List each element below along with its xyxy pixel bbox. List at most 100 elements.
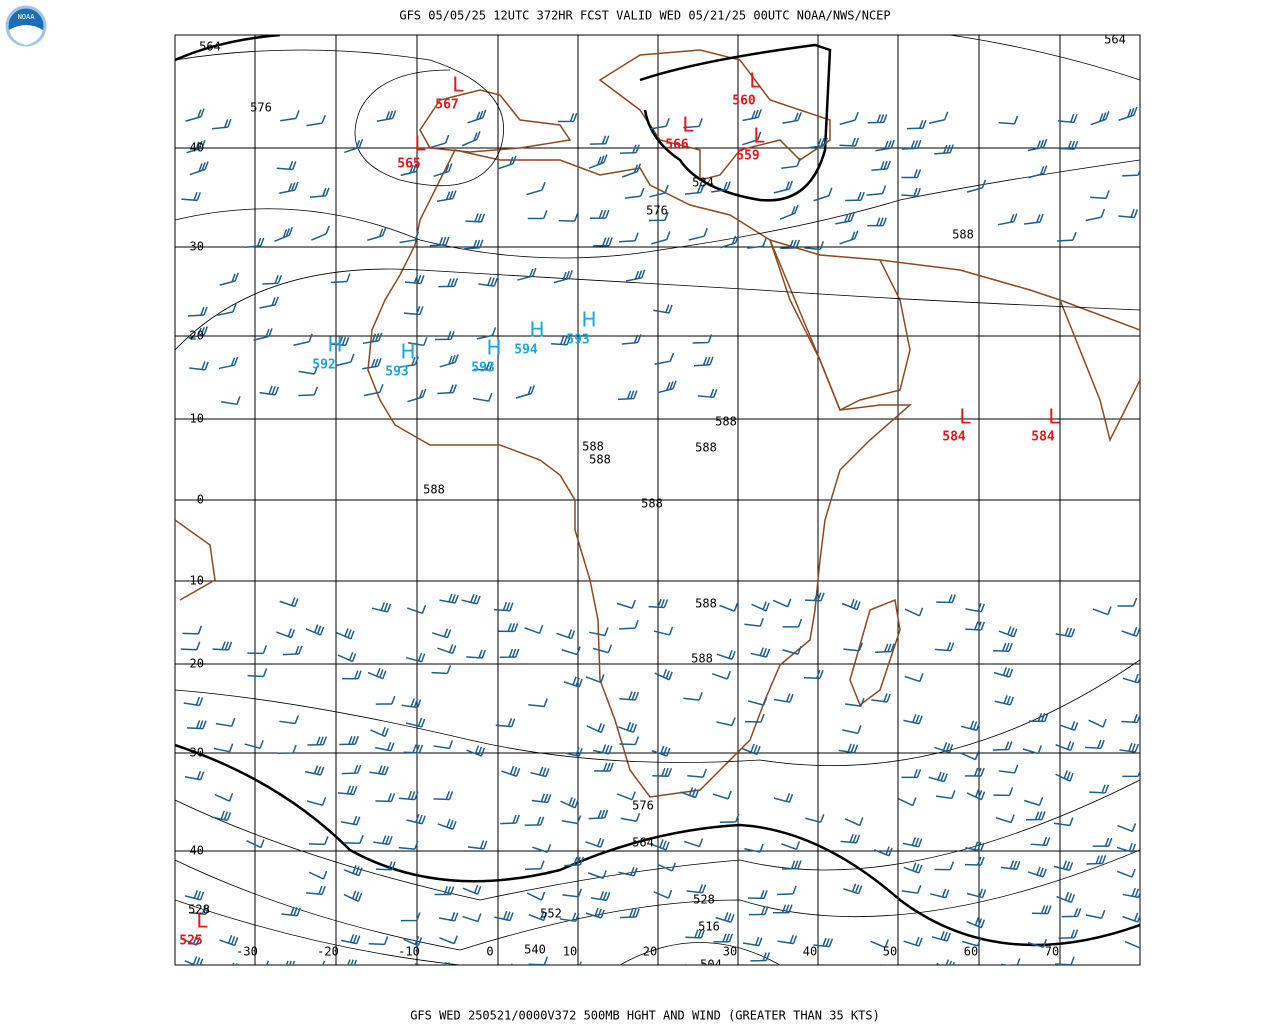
- wind-barb: [805, 592, 825, 602]
- wind-barb: [617, 390, 638, 401]
- wind-barb: [777, 934, 798, 945]
- wind-barb: [711, 181, 731, 193]
- wind-barb: [657, 862, 676, 872]
- wind-barb: [773, 793, 794, 803]
- wind-barb: [587, 870, 607, 880]
- wind-barb: [902, 837, 923, 848]
- wind-barb: [871, 160, 891, 172]
- wind-barb: [181, 191, 201, 202]
- wind-barb: [965, 621, 985, 631]
- wind-barb: [1085, 739, 1105, 749]
- contour-label: 528: [693, 893, 715, 907]
- wind-barb: [211, 118, 232, 130]
- wind-barb: [712, 790, 732, 800]
- wind-barb: [711, 670, 732, 680]
- wind-barb: [618, 721, 638, 734]
- wind-barb: [1022, 745, 1042, 755]
- wind-barb: [901, 884, 922, 894]
- wind-barb: [619, 619, 639, 630]
- wind-barb: [551, 336, 571, 346]
- wind-barb: [782, 645, 802, 655]
- wind-barb: [1061, 908, 1082, 918]
- wind-barb: [218, 356, 239, 370]
- wind-barb: [439, 354, 459, 368]
- wind-barb: [276, 160, 297, 171]
- wind-barb: [561, 646, 581, 656]
- map-title: GFS 05/05/25 12UTC 372HR FCST VALID WED …: [399, 9, 890, 23]
- wind-barb: [1122, 887, 1140, 899]
- wind-barb: [376, 861, 396, 871]
- wind-barb: [342, 670, 362, 680]
- wind-barb: [1027, 866, 1047, 878]
- wind-barb: [742, 131, 762, 146]
- wind-barb: [186, 139, 206, 154]
- center-symbol: H: [400, 340, 415, 364]
- wind-barb: [1027, 139, 1048, 152]
- wind-barb: [750, 952, 771, 962]
- wind-barb: [434, 886, 455, 896]
- wind-barb: [437, 384, 457, 395]
- wind-barb: [1121, 626, 1140, 637]
- wind-barb: [620, 144, 640, 155]
- wind-barb: [265, 960, 270, 965]
- center-value: 566: [665, 138, 689, 153]
- wind-barb: [803, 669, 824, 679]
- wind-barb: [594, 762, 614, 772]
- wind-barb: [462, 884, 482, 895]
- wind-barb: [1055, 741, 1075, 752]
- wind-barb: [310, 187, 330, 199]
- wind-barb: [517, 267, 537, 281]
- wind-barb: [467, 109, 487, 124]
- wind-barb: [936, 594, 956, 604]
- wind-barb: [219, 935, 239, 947]
- wind-barb: [188, 306, 208, 317]
- wind-barb: [298, 386, 319, 397]
- wind-barb: [998, 115, 1019, 125]
- longitude-label: 0: [486, 945, 493, 959]
- wind-barb: [588, 809, 609, 820]
- wind-barb: [781, 860, 802, 870]
- wind-barb: [439, 935, 458, 945]
- contour-label: 504: [700, 958, 722, 972]
- wind-barb: [279, 715, 299, 725]
- wind-barb: [901, 187, 921, 197]
- wind-barb: [558, 212, 579, 222]
- wind-barb: [398, 790, 419, 801]
- longitude-label: 40: [803, 945, 817, 959]
- wind-barb: [998, 626, 1018, 638]
- wind-barb: [965, 841, 985, 852]
- wind-barb: [524, 816, 545, 826]
- wind-barb: [844, 817, 864, 827]
- center-symbol: L: [414, 132, 426, 156]
- wind-barb: [499, 648, 520, 658]
- wind-barb: [403, 744, 424, 754]
- wind-barb: [531, 793, 552, 804]
- wind-barb: [1056, 891, 1076, 904]
- wind-barb: [750, 647, 771, 658]
- contour-label: 588: [423, 483, 445, 497]
- contour-label: 588: [695, 441, 717, 455]
- wind-barb: [281, 906, 301, 917]
- wind-barb: [501, 765, 521, 777]
- wind-barb: [340, 934, 361, 945]
- wind-barb: [654, 352, 675, 365]
- wind-barb: [407, 605, 427, 615]
- wind-barb: [430, 134, 450, 149]
- wind-barb: [684, 184, 705, 195]
- wind-barb: [745, 713, 765, 723]
- wind-barb: [842, 725, 862, 735]
- wind-barb: [751, 601, 770, 612]
- wind-barb: [1117, 597, 1138, 607]
- longitude-label: 10: [563, 945, 577, 959]
- wind-barb: [466, 745, 486, 757]
- wind-barb: [277, 744, 297, 755]
- wind-barb: [680, 787, 700, 799]
- wind-barb: [744, 843, 764, 853]
- wind-barb: [369, 765, 389, 776]
- wind-barb: [279, 181, 299, 194]
- wind-barb: [322, 960, 326, 965]
- center-symbol: H: [486, 336, 501, 360]
- wind-barb: [311, 225, 330, 241]
- wind-barb: [433, 740, 454, 750]
